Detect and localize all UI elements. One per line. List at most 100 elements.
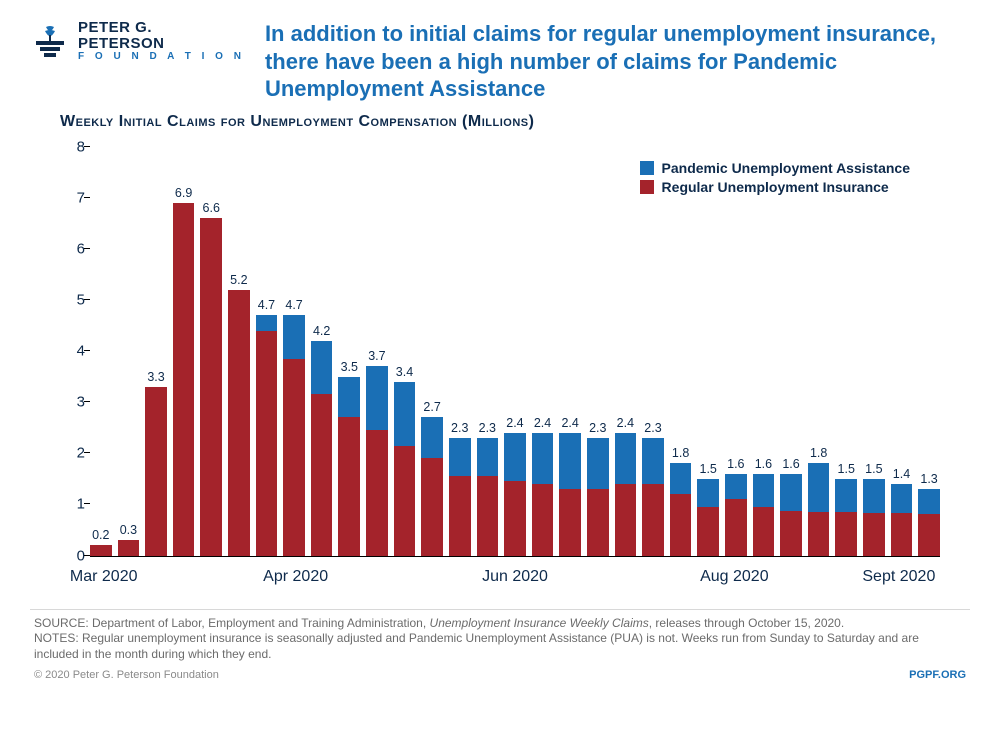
bar-segment-pua [449, 438, 471, 476]
y-tick-label: 2 [55, 445, 85, 462]
bar-value-label: 2.3 [451, 421, 468, 435]
bar-segment-pua [918, 489, 940, 514]
bar-segment-rui [615, 484, 637, 556]
chart-subtitle: Weekly Initial Claims for Unemployment C… [60, 113, 970, 131]
bar-value-label: 1.8 [672, 446, 689, 460]
bar: 1.8 [808, 147, 830, 556]
y-tick-label: 3 [55, 394, 85, 411]
bar-segment-pua [366, 366, 388, 430]
x-axis-label: Jun 2020 [482, 568, 548, 586]
y-tick-mark [84, 350, 90, 351]
bar-segment-pua [725, 474, 747, 500]
bar-value-label: 0.3 [120, 523, 137, 537]
bar-value-label: 4.7 [285, 298, 302, 312]
y-tick-mark [84, 248, 90, 249]
source-suffix: , releases through October 15, 2020. [649, 616, 844, 630]
bar-segment-pua [394, 382, 416, 446]
swatch-rui [640, 180, 654, 194]
bar-segment-pua [477, 438, 499, 476]
bar-segment-pua [256, 315, 278, 330]
bar-segment-rui [808, 512, 830, 555]
bar: 1.4 [891, 147, 913, 556]
header-row: PETER G. PETERSON F O U N D A T I O N In… [30, 20, 970, 103]
bar-value-label: 1.5 [700, 462, 717, 476]
bar-segment-rui [200, 218, 222, 555]
bar-segment-rui [587, 489, 609, 555]
bar-value-label: 2.4 [561, 416, 578, 430]
footer: SOURCE: Department of Labor, Employment … [30, 609, 970, 683]
y-tick-label: 4 [55, 343, 85, 360]
bar-value-label: 1.5 [838, 462, 855, 476]
legend-label-rui: Regular Unemployment Insurance [662, 179, 889, 195]
bar: 3.4 [394, 147, 416, 556]
bar-segment-rui [90, 545, 112, 555]
legend-item-pua: Pandemic Unemployment Assistance [640, 160, 910, 176]
logo-line2: PETERSON [78, 36, 245, 52]
x-axis-label: Apr 2020 [263, 568, 328, 586]
bar: 1.8 [670, 147, 692, 556]
bar: 3.5 [338, 147, 360, 556]
logo: PETER G. PETERSON F O U N D A T I O N [30, 20, 245, 62]
bar-segment-rui [780, 511, 802, 555]
bar-segment-pua [615, 433, 637, 484]
bar: 2.3 [642, 147, 664, 556]
bar-segment-rui [256, 331, 278, 556]
bar-segment-pua [835, 479, 857, 512]
copyright-text: © 2020 Peter G. Peterson Foundation [34, 668, 219, 682]
copyright-row: © 2020 Peter G. Peterson Foundation PGPF… [34, 668, 966, 682]
chart-title: In addition to initial claims for regula… [265, 20, 970, 103]
bar-value-label: 4.7 [258, 298, 275, 312]
x-axis-label: Sept 2020 [862, 568, 935, 586]
bar-value-label: 3.5 [341, 360, 358, 374]
bar-segment-rui [891, 513, 913, 555]
bar-value-label: 2.4 [534, 416, 551, 430]
bar: 1.6 [753, 147, 775, 556]
bar: 3.7 [366, 147, 388, 556]
y-tick-mark [84, 197, 90, 198]
source-line: SOURCE: Department of Labor, Employment … [34, 616, 966, 632]
bar-value-label: 5.2 [230, 273, 247, 287]
source-prefix: SOURCE: Department of Labor, Employment … [34, 616, 430, 630]
bar-segment-rui [725, 499, 747, 555]
logo-text: PETER G. PETERSON F O U N D A T I O N [78, 20, 245, 62]
bar-segment-pua [559, 433, 581, 489]
bar-value-label: 2.7 [423, 400, 440, 414]
bar: 1.3 [918, 147, 940, 556]
plot-area: 0.20.33.36.96.65.24.74.74.23.53.73.42.72… [90, 147, 940, 557]
legend: Pandemic Unemployment Assistance Regular… [640, 157, 910, 198]
bar-value-label: 2.4 [617, 416, 634, 430]
site-link: PGPF.ORG [909, 668, 966, 682]
bar-value-label: 1.8 [810, 446, 827, 460]
legend-item-rui: Regular Unemployment Insurance [640, 179, 910, 195]
bar-segment-pua [697, 479, 719, 507]
bar: 1.6 [780, 147, 802, 556]
bar-segment-pua [504, 433, 526, 482]
bar: 2.7 [421, 147, 443, 556]
bar-segment-rui [532, 484, 554, 556]
bar-segment-rui [835, 512, 857, 555]
bar-value-label: 0.2 [92, 528, 109, 542]
bar: 6.9 [173, 147, 195, 556]
bar-value-label: 1.3 [920, 472, 937, 486]
swatch-pua [640, 161, 654, 175]
bar: 2.4 [559, 147, 581, 556]
y-tick-label: 7 [55, 189, 85, 206]
logo-line1: PETER G. [78, 20, 245, 36]
bar-segment-rui [504, 481, 526, 555]
source-em: Unemployment Insurance Weekly Claims [430, 616, 649, 630]
bar-segment-rui [311, 394, 333, 555]
logo-icon [30, 21, 70, 61]
bar: 2.3 [477, 147, 499, 556]
bar-segment-pua [532, 433, 554, 484]
y-tick-label: 0 [55, 547, 85, 564]
bar-segment-pua [670, 463, 692, 494]
y-tick-label: 1 [55, 496, 85, 513]
bar-value-label: 2.3 [589, 421, 606, 435]
bar-segment-pua [311, 341, 333, 395]
bar-segment-pua [338, 377, 360, 418]
bar-value-label: 4.2 [313, 324, 330, 338]
bar: 6.6 [200, 147, 222, 556]
bar-value-label: 2.4 [506, 416, 523, 430]
bar: 2.4 [504, 147, 526, 556]
bar-segment-rui [559, 489, 581, 555]
